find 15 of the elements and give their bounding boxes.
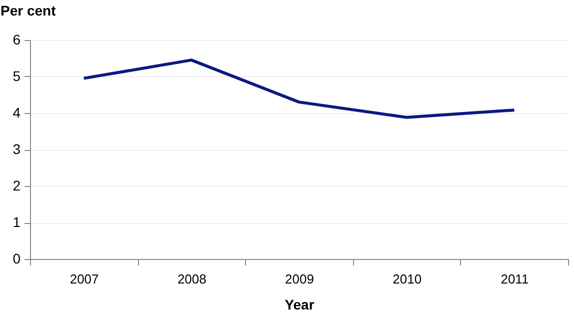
y-axis-title: Per cent [0, 2, 56, 18]
x-tick-label: 2011 [500, 272, 529, 286]
x-tick-label: 2007 [70, 272, 99, 286]
y-tick-label: 4 [12, 104, 21, 120]
y-tick-label: 1 [12, 214, 21, 230]
y-tick-label: 6 [12, 32, 21, 48]
x-tick-label: 2010 [392, 272, 422, 286]
y-tick-label: 3 [12, 141, 21, 157]
x-tick-label: 2009 [285, 272, 314, 286]
x-tick-label: 2008 [177, 272, 206, 286]
y-tick-label: 0 [12, 250, 21, 266]
line-series [82, 58, 516, 119]
y-tick-label: 5 [12, 68, 21, 84]
y-tick-label: 2 [12, 178, 21, 194]
x-axis-title: Year [284, 296, 315, 312]
